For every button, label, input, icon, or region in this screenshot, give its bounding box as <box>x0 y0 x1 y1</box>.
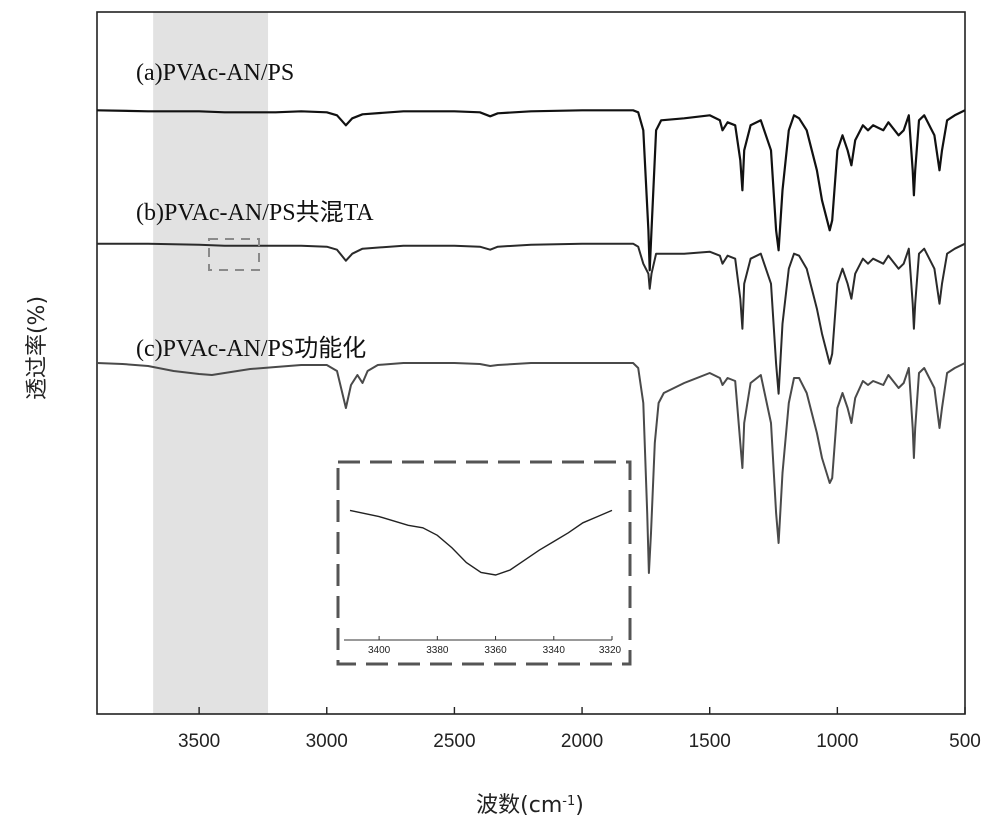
highlight-band <box>153 12 269 714</box>
zoom-region-marker <box>208 238 260 271</box>
x-tick-label: 2000 <box>561 731 603 752</box>
x-tick-label: 3000 <box>306 731 348 752</box>
y-axis-title: 透过率(%) <box>25 296 50 400</box>
inset-frame <box>336 460 632 666</box>
inset-tick-label: 3400 <box>368 645 391 656</box>
x-tick-label: 500 <box>949 731 981 752</box>
x-tick-label: 1000 <box>816 731 858 752</box>
series-line-c <box>96 362 966 574</box>
series-line-a <box>96 109 966 272</box>
inset-tick-label: 3340 <box>543 645 566 656</box>
series-label-c: (c)PVAc-AN/PS功能化 <box>136 335 366 362</box>
x-tick-label: 2500 <box>433 731 475 752</box>
series-line-b <box>97 242 966 395</box>
series-label-b: (b)PVAc-AN/PS共混TA <box>136 199 374 226</box>
x-axis-title: 波数(cm-1) <box>476 793 584 818</box>
series-label-a: (a)PVAc-AN/PS <box>136 60 294 86</box>
inset-series-line <box>349 509 613 576</box>
x-tick-label: 1500 <box>689 731 731 752</box>
inset-plot: 3400 3380 3360 3340 3320 <box>336 460 632 666</box>
x-axis-ticks: 3500 3000 2500 2000 1500 1000 500 <box>178 707 981 752</box>
inset-tick-label: 3320 <box>599 645 622 656</box>
inset-background <box>338 462 630 664</box>
inset-ticks: 3400 3380 3360 3340 3320 <box>368 636 622 656</box>
x-tick-label: 3500 <box>178 731 220 752</box>
inset-tick-label: 3380 <box>426 645 449 656</box>
inset-tick-label: 3360 <box>484 645 507 656</box>
